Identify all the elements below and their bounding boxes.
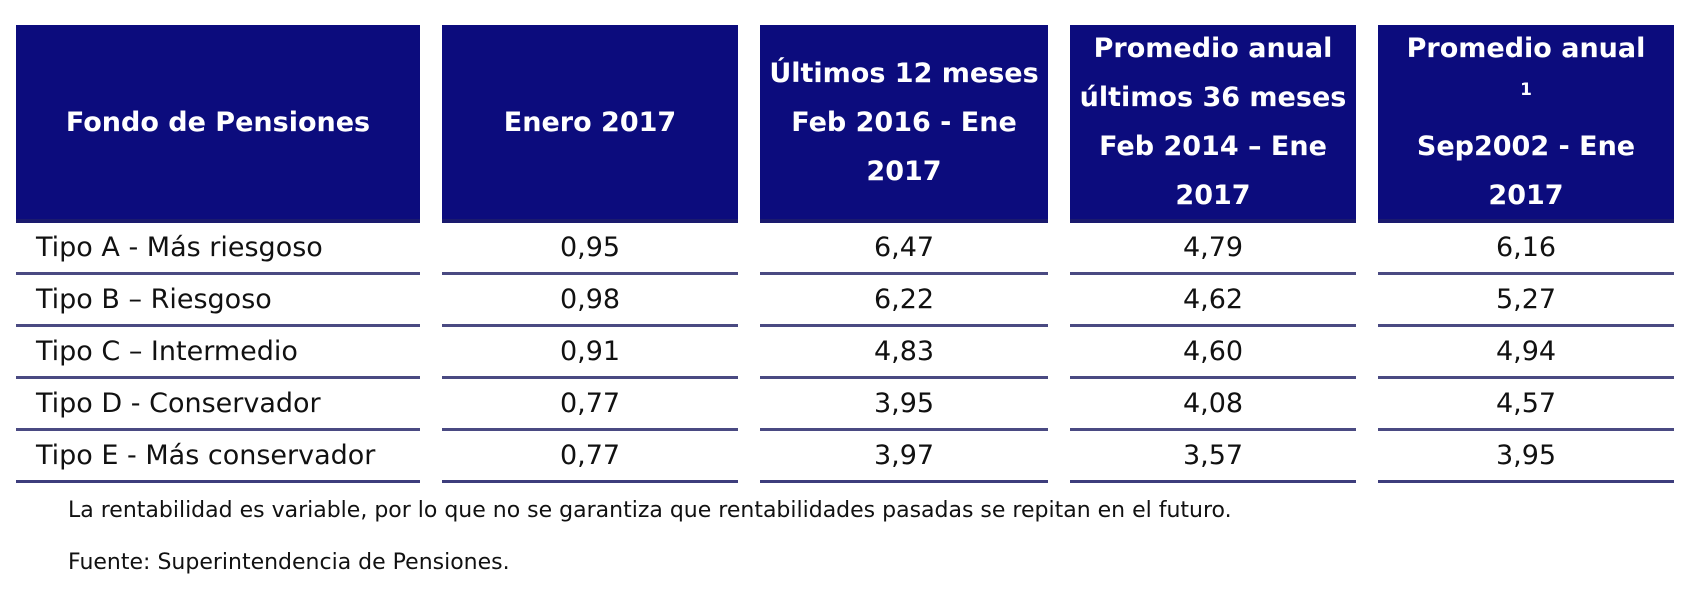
header-last-12-months: Últimos 12 meses Feb 2016 - Ene 2017 bbox=[760, 25, 1048, 223]
value-avg-since-2002: 6,16 bbox=[1378, 223, 1674, 275]
table-row: Tipo C – Intermedio 0,91 4,83 4,60 4,94 bbox=[16, 327, 1686, 379]
header-12m-line-2: Feb 2016 - Ene bbox=[791, 106, 1017, 138]
value-avg-36-months: 4,60 bbox=[1070, 327, 1356, 379]
value-last-12-months: 4,83 bbox=[760, 327, 1048, 379]
value-last-12-months: 6,47 bbox=[760, 223, 1048, 275]
fund-name: Tipo A - Más riesgoso bbox=[16, 223, 420, 275]
header-36m-line-4: 2017 bbox=[1175, 180, 1251, 211]
table-row: Tipo B – Riesgoso 0,98 6,22 4,62 5,27 bbox=[16, 275, 1686, 327]
header-avg-36-months: Promedio anual últimos 36 meses Feb 2014… bbox=[1070, 25, 1356, 223]
value-last-12-months: 6,22 bbox=[760, 275, 1048, 327]
footnote-marker: 1 bbox=[1520, 80, 1532, 100]
header-36m-line-3: Feb 2014 – Ene bbox=[1099, 131, 1327, 162]
value-january-2017: 0,77 bbox=[442, 379, 738, 431]
header-12m-line-1: Últimos 12 meses bbox=[769, 57, 1039, 89]
header-fund-line: Fondo de Pensiones bbox=[65, 106, 371, 138]
value-avg-since-2002: 3,95 bbox=[1378, 431, 1674, 483]
header-since-line-1: Promedio anual 1 bbox=[1407, 24, 1646, 122]
returns-table: Fondo de Pensiones Enero 2017 Últimos 12… bbox=[16, 25, 1686, 483]
value-avg-since-2002: 4,57 bbox=[1378, 379, 1674, 431]
header-fund: Fondo de Pensiones bbox=[16, 25, 420, 223]
disclaimer-note: La rentabilidad es variable, por lo que … bbox=[68, 498, 1232, 523]
header-12m-line-3: 2017 bbox=[866, 155, 942, 187]
table-row: Tipo D - Conservador 0,77 3,95 4,08 4,57 bbox=[16, 379, 1686, 431]
value-avg-36-months: 4,08 bbox=[1070, 379, 1356, 431]
value-avg-since-2002: 5,27 bbox=[1378, 275, 1674, 327]
header-since-line-1-text: Promedio anual bbox=[1406, 33, 1646, 64]
fund-name: Tipo C – Intermedio bbox=[16, 327, 420, 379]
header-since-line-2: Sep2002 - Ene bbox=[1416, 131, 1636, 162]
header-36m-line-2: últimos 36 meses bbox=[1079, 82, 1347, 113]
value-january-2017: 0,95 bbox=[442, 223, 738, 275]
value-last-12-months: 3,95 bbox=[760, 379, 1048, 431]
header-avg-since-2002: Promedio anual 1 Sep2002 - Ene 2017 bbox=[1378, 25, 1674, 223]
fund-name: Tipo D - Conservador bbox=[16, 379, 420, 431]
fund-name: Tipo B – Riesgoso bbox=[16, 275, 420, 327]
header-since-line-3: 2017 bbox=[1488, 180, 1564, 211]
value-avg-since-2002: 4,94 bbox=[1378, 327, 1674, 379]
value-january-2017: 0,91 bbox=[442, 327, 738, 379]
header-january-line: Enero 2017 bbox=[503, 106, 677, 138]
value-last-12-months: 3,97 bbox=[760, 431, 1048, 483]
fund-name: Tipo E - Más conservador bbox=[16, 431, 420, 483]
table-row: Tipo A - Más riesgoso 0,95 6,47 4,79 6,1… bbox=[16, 223, 1686, 275]
value-january-2017: 0,98 bbox=[442, 275, 738, 327]
header-january-2017: Enero 2017 bbox=[442, 25, 738, 223]
table-header-row: Fondo de Pensiones Enero 2017 Últimos 12… bbox=[16, 25, 1686, 223]
value-avg-36-months: 4,62 bbox=[1070, 275, 1356, 327]
source-note: Fuente: Superintendencia de Pensiones. bbox=[68, 550, 510, 575]
value-avg-36-months: 4,79 bbox=[1070, 223, 1356, 275]
header-36m-line-1: Promedio anual bbox=[1093, 33, 1333, 64]
value-january-2017: 0,77 bbox=[442, 431, 738, 483]
value-avg-36-months: 3,57 bbox=[1070, 431, 1356, 483]
table-row: Tipo E - Más conservador 0,77 3,97 3,57 … bbox=[16, 431, 1686, 483]
